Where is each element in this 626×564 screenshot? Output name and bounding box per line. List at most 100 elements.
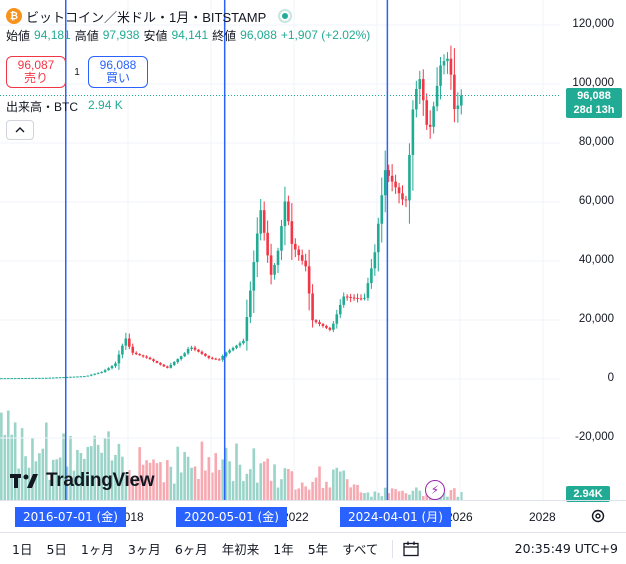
volume-bar: [273, 464, 276, 500]
volume-bar: [394, 489, 397, 500]
volume-bar: [69, 435, 72, 500]
sell-price: 96,087: [17, 58, 55, 72]
volume-legend[interactable]: 出来高・BTC 2.94 K: [6, 98, 123, 115]
volume-bar: [207, 457, 211, 500]
candle-body: [311, 293, 314, 321]
clock[interactable]: 20:35:49 UTC+9: [514, 541, 618, 556]
range-5y-button[interactable]: 5年: [307, 542, 329, 557]
volume-bar: [259, 463, 263, 500]
range-ytd-button[interactable]: 年初来: [221, 542, 260, 557]
date-marker-2: 2020-05-01 (金): [176, 507, 287, 527]
candle-body: [79, 376, 83, 378]
candle-body: [100, 371, 103, 373]
candle-body: [411, 109, 415, 155]
volume-bar: [328, 487, 332, 500]
range-all-button[interactable]: すべて: [342, 542, 379, 557]
volume-bar: [287, 468, 290, 500]
candle-body: [83, 376, 86, 378]
tradingview-logo[interactable]: TradingView: [10, 470, 155, 492]
candle-body: [394, 181, 397, 188]
volume-bar: [183, 452, 186, 500]
date-marker-3: 2024-04-01 (月): [340, 507, 451, 527]
volume-bar: [297, 488, 301, 500]
volume-bar: [107, 431, 110, 500]
candle-body: [255, 233, 259, 263]
candle-body: [96, 372, 100, 374]
volume-bar: [252, 448, 256, 500]
candle-body: [404, 199, 408, 201]
volume-bar: [345, 479, 349, 500]
range-1m-button[interactable]: 1ヶ月: [80, 542, 114, 557]
market-status-icon[interactable]: [278, 9, 293, 23]
volume-bar: [96, 444, 100, 500]
range-1y-button[interactable]: 1年: [273, 542, 294, 557]
range-6m-button[interactable]: 6ヶ月: [174, 542, 208, 557]
price-tick-label: -20,000: [574, 431, 614, 443]
candle-body: [359, 298, 363, 300]
volume-bar: [204, 470, 207, 500]
volume-bar: [370, 496, 373, 500]
candle-body: [307, 266, 311, 294]
candle-body: [6, 378, 10, 380]
candle-body: [186, 349, 190, 354]
sell-button[interactable]: 96,087 売り: [6, 56, 66, 88]
symbol-legend: ₿ ビットコイン／米ドル・1月・BITSTAMP 始値 94,181 高値 97,9…: [6, 6, 370, 44]
candle-body: [266, 232, 269, 256]
volume-bar: [276, 487, 280, 500]
volume-bar: [332, 469, 335, 500]
volume-bar: [269, 480, 273, 500]
sell-label: 売り: [23, 71, 48, 85]
volume-bar: [128, 469, 131, 500]
volume-bar: [65, 466, 69, 500]
volume-bar: [214, 453, 218, 500]
candle-body: [48, 377, 52, 379]
time-axis[interactable]: 2018 2022 2026 2028 2016-07-01 (金) 2020-…: [0, 500, 626, 530]
time-label-2026: 2026: [446, 510, 473, 524]
volume-bar: [83, 458, 86, 500]
candle-body: [287, 201, 290, 222]
candle-body: [128, 338, 131, 347]
candle-body: [155, 361, 159, 363]
collapse-legend-button[interactable]: [6, 120, 34, 140]
volume-bar: [283, 468, 287, 500]
ohlc-values: 始値 94,181 高値 97,938 安値 94,141 終値 96,088 +1,9…: [6, 26, 370, 44]
range-5d-button[interactable]: 5日: [46, 542, 67, 557]
volume-bar: [338, 471, 342, 500]
candle-body: [27, 377, 31, 379]
volume-bar: [300, 482, 304, 500]
candle-body: [235, 345, 238, 348]
candle-body: [172, 362, 176, 365]
gear-icon[interactable]: [589, 507, 607, 525]
calendar-icon[interactable]: [401, 539, 421, 559]
price-scale[interactable]: 120,000 100,000 80,000 60,000 40,000 20,000 0 -…: [560, 0, 626, 500]
range-3m-button[interactable]: 3ヶ月: [127, 542, 161, 557]
candle-body: [169, 364, 173, 368]
open-label: 始値: [6, 28, 31, 43]
candle-body: [290, 221, 294, 244]
candle-body: [17, 378, 20, 380]
candle-body: [76, 376, 79, 378]
candle-body: [408, 154, 411, 201]
price-tick-label: 100,000: [572, 77, 614, 89]
candlestick-chart[interactable]: [0, 0, 560, 500]
candle-body: [72, 376, 76, 378]
trade-buttons: 96,087 売り 1 96,088 買い: [6, 56, 148, 88]
candle-body: [145, 356, 148, 358]
chevron-up-icon: [15, 127, 25, 133]
chart-area[interactable]: [0, 0, 560, 500]
buy-label: 買い: [105, 71, 130, 85]
symbol-title[interactable]: ビットコイン／米ドル・1月・BITSTAMP: [26, 9, 267, 25]
volume-bar: [121, 456, 124, 500]
range-1d-button[interactable]: 1日: [12, 542, 33, 557]
volume-bar: [311, 481, 314, 500]
lightning-icon[interactable]: ⚡: [425, 480, 445, 500]
candle-body: [86, 375, 90, 377]
candle-body: [425, 100, 429, 125]
volume-bar: [55, 459, 58, 500]
close-label: 終値: [212, 28, 237, 43]
toolbar-divider: [392, 539, 394, 558]
buy-button[interactable]: 96,088 買い: [88, 56, 148, 88]
change-value: +1,907 (+2.02%): [280, 28, 371, 42]
candle-body: [93, 373, 97, 375]
volume-bar: [134, 478, 138, 500]
